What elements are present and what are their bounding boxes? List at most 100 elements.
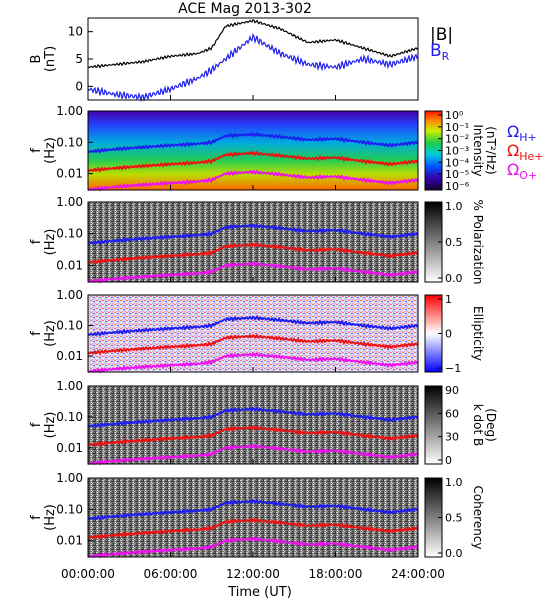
- gyrofrequency-line-o: [87, 443, 419, 466]
- colorbar-tick-label: 0.5: [445, 512, 463, 525]
- gyrofrequency-line-h: [87, 498, 419, 521]
- legend-gyro-he-plus: ΩHe+: [507, 141, 544, 163]
- gyrofrequency-line-h: [87, 406, 419, 429]
- colorbar-label: Coherency: [471, 485, 485, 549]
- x-axis-label: Time (UT): [227, 585, 292, 600]
- colorbar-kdotb: 90 60 30 0 k dot B (Deg): [424, 384, 498, 467]
- y-tick-label: 0.10: [56, 227, 83, 241]
- x-tick-label: 00:00:00: [61, 567, 115, 581]
- y-axis-label: f: [29, 422, 44, 427]
- legend-b-total: |B|: [430, 25, 453, 45]
- y-axis-unit: (Hz): [43, 320, 58, 347]
- y-axis-unit: (Hz): [43, 412, 58, 439]
- colorbar-label: k dot B: [471, 404, 485, 446]
- y-tick-label: 0.10: [56, 319, 83, 333]
- colorbar-tick-label: 0: [445, 328, 452, 341]
- colorbar-tick-label: 10⁻²: [445, 133, 469, 146]
- gyrofrequency-line-he: [87, 150, 419, 173]
- colorbar-tick-label: 10⁻¹: [445, 121, 469, 134]
- x-tick-label: 12:00:00: [226, 567, 280, 581]
- panel-kdotb: 1.00 0.10 0.01 90 60 30 0 k dot B (Deg) f (Hz): [29, 379, 498, 467]
- colorbar-coherency: 1.0 0.5 0.0 Coherency: [424, 476, 485, 560]
- y-tick-label: 10: [68, 25, 83, 39]
- colorbar-unit: (nT²/Hz): [484, 126, 498, 174]
- colorbar-tick-label: 60: [445, 407, 459, 420]
- colorbar-tick-label: 10⁻⁶: [445, 180, 470, 193]
- y-axis-label: f: [29, 515, 44, 520]
- gyrofrequency-line-h: [87, 315, 419, 337]
- colorbar-label: % Polarization: [471, 200, 485, 285]
- series-line-b-total: [87, 18, 419, 69]
- colorbar-tick-label: 10⁰: [445, 109, 464, 122]
- y-tick-label: 0.01: [56, 441, 83, 455]
- y-tick-label: 0.01: [56, 534, 83, 548]
- y-tick-label: 0.01: [56, 167, 83, 181]
- y-axis-unit: (Hz): [43, 504, 58, 531]
- legend-gyro-o-plus: ΩO+: [507, 160, 537, 182]
- y-tick-label: 5: [75, 52, 83, 66]
- y-axis-label: f: [29, 239, 44, 244]
- gyrofrequency-line-he: [87, 517, 419, 540]
- colorbar-tick-label: 0.0: [445, 272, 463, 285]
- y-tick-label: 0.10: [56, 502, 83, 516]
- colorbar-tick-label: 1.0: [445, 200, 463, 213]
- legend-b-r: BR: [430, 41, 450, 63]
- y-axis-label: f: [29, 148, 44, 153]
- y-tick-label: 1.00: [56, 195, 83, 209]
- x-axis: 00:00:00 06:00:00 12:00:00 18:00:00 24:00:00: [61, 567, 445, 581]
- gyrofrequency-line-h: [87, 222, 419, 246]
- x-tick-label: 18:00:00: [309, 567, 363, 581]
- colorbar-tick-label: −1: [445, 362, 461, 375]
- x-tick-label: 06:00:00: [144, 567, 198, 581]
- colorbar-tick-label: 0.5: [445, 236, 463, 249]
- colorbar-tick-label: 10⁻⁴: [445, 156, 470, 169]
- y-axis-unit: (Hz): [43, 137, 58, 164]
- panel-intensity: 1.00 0.10 0.01 10⁰10⁻¹10⁻²10⁻³10⁻⁴10⁻⁵10⁻⁶I…: [29, 104, 498, 193]
- colorbar-polarization: 1.0 0.5 0.0 % Polarization: [424, 200, 485, 285]
- colorbar-ellipticity: 1 0 −1 Ellipticity: [424, 293, 485, 375]
- gyrofrequency-line-o: [87, 536, 419, 559]
- colorbar-tick-label: 0.0: [445, 547, 463, 560]
- gyrofrequency-line-h: [87, 131, 419, 154]
- y-tick-label: 1.00: [56, 104, 83, 118]
- colorbar-tick-label: 90: [445, 384, 459, 397]
- colorbar-tick-label: 0: [445, 454, 452, 467]
- gyrofrequency-legend: ΩH+ΩHe+ΩO+: [507, 122, 544, 182]
- legend-gyro-h-plus: ΩH+: [507, 122, 537, 144]
- y-tick-label: 0.01: [56, 349, 83, 363]
- y-tick-label: 0.01: [56, 258, 83, 272]
- colorbar-tick-label: 30: [445, 431, 459, 444]
- y-tick-label: 0.10: [56, 410, 83, 424]
- colorbar-tick-label: 1: [445, 293, 452, 306]
- colorbar-label: Ellipticity: [471, 306, 485, 361]
- x-tick-label: 24:00:00: [391, 567, 445, 581]
- y-axis-unit: (nT): [43, 46, 58, 72]
- colorbar-tick-label: 1.0: [445, 476, 463, 489]
- colorbar-label: Intensity: [471, 124, 485, 176]
- panel-ellipticity: 1.00 0.10 0.01 1 0 −1 Ellipticity f (Hz): [29, 288, 485, 375]
- y-tick-label: 1.00: [56, 379, 83, 393]
- y-axis-unit: (Hz): [43, 229, 58, 256]
- colorbar-tick-label: 10⁻³: [445, 145, 469, 158]
- colorbar-unit: (Deg): [484, 408, 498, 442]
- series-line-b-r: [87, 33, 419, 103]
- panel-b: 0 5 10 B (nT): [29, 17, 419, 103]
- chart-title: ACE Mag 2013-302: [178, 1, 312, 17]
- gyrofrequency-line-o: [87, 261, 419, 284]
- panel-polarization: 1.00 0.10 0.01 1.0 0.5 0.0 % Polarization f (Hz): [29, 195, 485, 285]
- y-axis-label: f: [29, 331, 44, 336]
- gyrofrequency-line-o: [87, 351, 419, 374]
- colorbar-tick-label: 10⁻⁵: [445, 168, 469, 181]
- y-axis-label: B: [29, 55, 44, 64]
- y-tick-label: 1.00: [56, 471, 83, 485]
- gyrofrequency-line-o: [87, 169, 419, 192]
- y-tick-label: 0: [75, 79, 83, 93]
- gyrofrequency-line-he: [87, 425, 419, 448]
- y-tick-label: 0.10: [56, 135, 83, 149]
- gyrofrequency-line-he: [87, 333, 419, 356]
- gyrofrequency-line-he: [87, 242, 419, 265]
- panel-coherency: 1.00 0.10 0.01 1.0 0.5 0.0 Coherency f (Hz): [29, 471, 485, 560]
- y-tick-label: 1.00: [56, 288, 83, 302]
